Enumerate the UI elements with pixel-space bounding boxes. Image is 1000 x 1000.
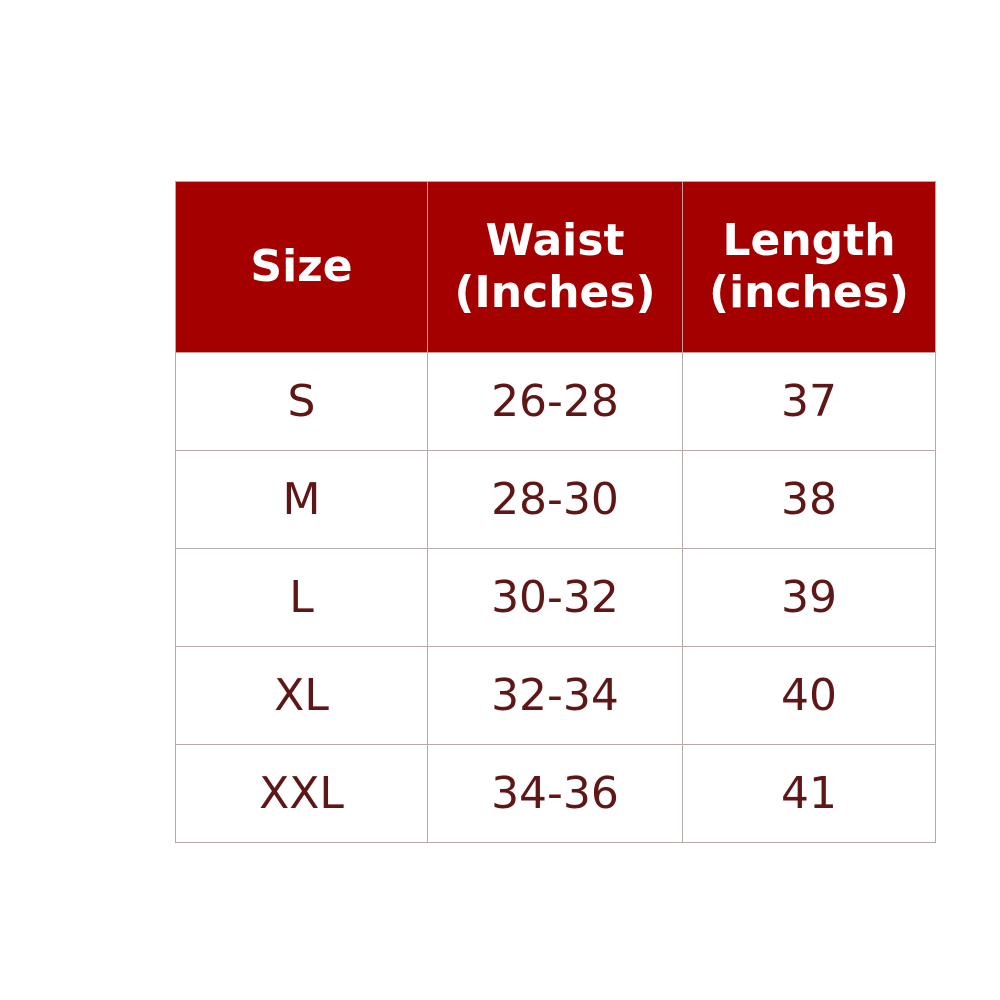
waist-cell: 30-32 bbox=[427, 548, 683, 647]
size-cell: S bbox=[175, 352, 428, 451]
size-chart-table: Size Waist (Inches) Length (inches) S 26-28… bbox=[175, 181, 936, 843]
header-text: Waist bbox=[485, 215, 625, 266]
waist-cell: 34-36 bbox=[427, 744, 683, 843]
length-cell: 38 bbox=[682, 450, 936, 549]
waist-cell: 28-30 bbox=[427, 450, 683, 549]
size-cell: L bbox=[175, 548, 428, 647]
waist-cell: 26-28 bbox=[427, 352, 683, 451]
table-row: M 28-30 38 bbox=[175, 450, 936, 549]
length-cell: 39 bbox=[682, 548, 936, 647]
header-size: Size bbox=[175, 181, 428, 353]
header-text: Length bbox=[722, 215, 896, 266]
header-unit: (inches) bbox=[708, 267, 910, 318]
size-cell: XXL bbox=[175, 744, 428, 843]
size-cell: XL bbox=[175, 646, 428, 745]
length-cell: 41 bbox=[682, 744, 936, 843]
table-row: XL 32-34 40 bbox=[175, 646, 936, 745]
length-cell: 40 bbox=[682, 646, 936, 745]
size-cell: M bbox=[175, 450, 428, 549]
header-row: Size Waist (Inches) Length (inches) bbox=[175, 181, 936, 353]
waist-cell: 32-34 bbox=[427, 646, 683, 745]
table-row: XXL 34-36 41 bbox=[175, 744, 936, 843]
header-length: Length (inches) bbox=[682, 181, 936, 353]
length-cell: 37 bbox=[682, 352, 936, 451]
table-row: S 26-28 37 bbox=[175, 352, 936, 451]
table-row: L 30-32 39 bbox=[175, 548, 936, 647]
header-unit: (Inches) bbox=[454, 267, 656, 318]
header-text: Size bbox=[250, 241, 353, 292]
header-waist: Waist (Inches) bbox=[427, 181, 683, 353]
